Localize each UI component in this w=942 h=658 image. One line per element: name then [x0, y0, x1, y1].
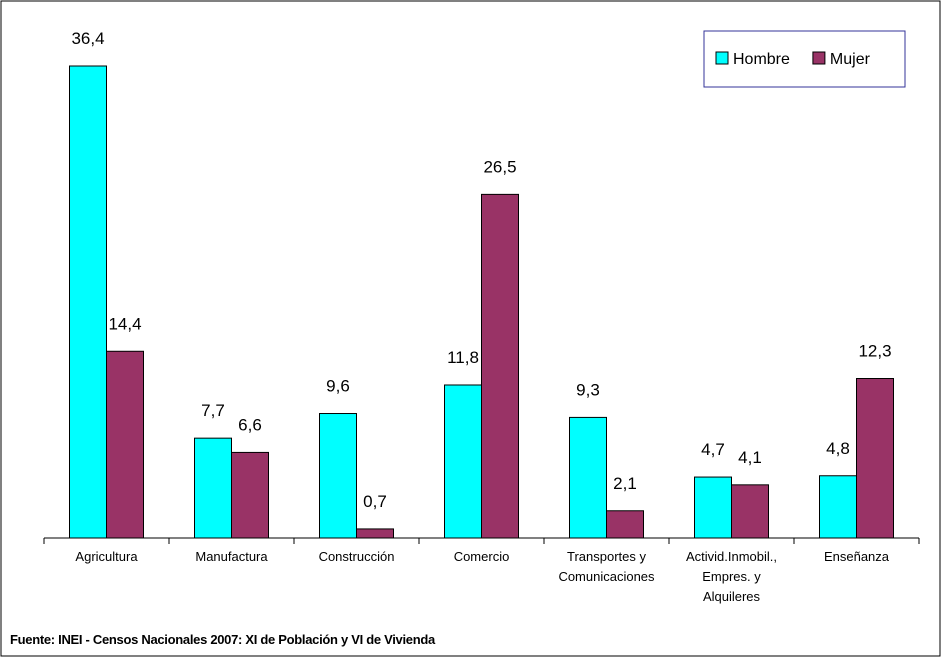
data-label: 12,3: [858, 342, 891, 361]
bar: [819, 475, 857, 539]
data-label: 2,1: [613, 474, 637, 493]
bar: [319, 413, 357, 539]
data-label: 14,4: [108, 314, 141, 333]
bar: [694, 476, 732, 539]
bar: [231, 451, 269, 539]
bar: [444, 384, 482, 539]
bar: [69, 65, 107, 539]
legend-label: Mujer: [830, 51, 871, 68]
data-label: 4,1: [738, 448, 762, 467]
legend-swatch: [715, 51, 729, 65]
data-label: 36,4: [71, 29, 104, 48]
x-tick-label: Transportes y Comunicaciones: [558, 549, 655, 584]
bar: [356, 528, 394, 539]
x-tick-label: Comercio: [453, 549, 510, 564]
data-label: 9,3: [576, 380, 600, 399]
data-label: 6,6: [238, 415, 262, 434]
x-tick-label: Activid.Inmobil., Empres. y Alquileres: [685, 549, 778, 604]
bar: [106, 350, 144, 539]
x-tick-label: Agricultura: [75, 549, 138, 564]
legend-label: Hombre: [733, 51, 790, 68]
data-label: 26,5: [483, 157, 516, 176]
data-label: 11,8: [447, 348, 479, 367]
bar: [481, 193, 519, 539]
x-tick-label: Construcción: [318, 549, 395, 564]
data-label: 4,7: [701, 440, 725, 459]
data-label: 4,8: [826, 439, 850, 458]
legend-swatch: [812, 51, 826, 65]
data-label: 7,7: [201, 401, 225, 420]
bar: [731, 484, 769, 539]
data-label: 9,6: [326, 377, 350, 396]
bar: [194, 437, 232, 539]
source-note: Fuente: INEI - Censos Nacionales 2007: X…: [10, 632, 435, 647]
data-label: 0,7: [363, 492, 387, 511]
legend-box: [703, 30, 906, 88]
x-tick-label: Enseñanza: [823, 549, 890, 564]
bar: [856, 378, 894, 539]
bar: [606, 510, 644, 539]
x-tick-label: Manufactura: [195, 549, 268, 564]
bar: [569, 416, 607, 539]
